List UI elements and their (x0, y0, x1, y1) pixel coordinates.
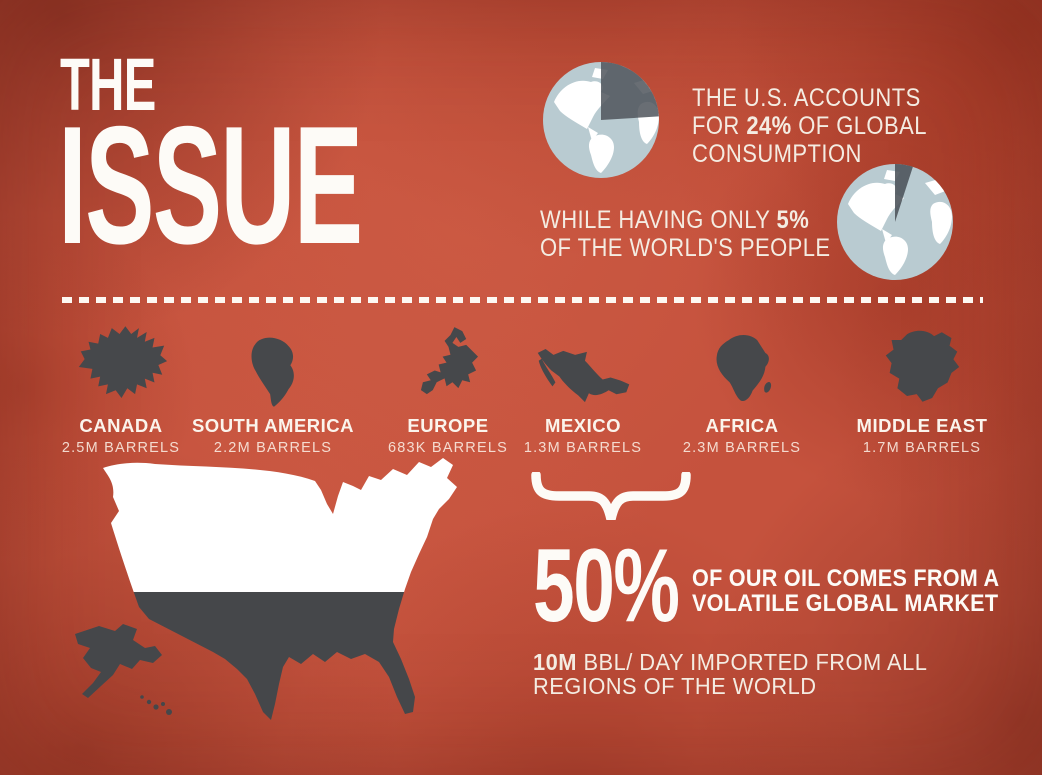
region-value: 683K BARRELS (388, 440, 508, 456)
dashed-divider (62, 297, 983, 303)
population-fact: WHILE HAVING ONLY 5% OF THE WORLD'S PEOP… (540, 206, 831, 262)
population-fact-line2: OF THE WORLD'S PEOPLE (540, 234, 831, 262)
alaska (75, 624, 162, 698)
region-south-america: SOUTH AMERICA 2.2M BARRELS (185, 318, 361, 456)
consumption-fact-line1: THE U.S. ACCOUNTS (692, 84, 921, 112)
consumption-fact-24pct: 24% (746, 112, 792, 140)
subtext-line1-rest: BBL/ DAY IMPORTED FROM ALL (576, 649, 928, 675)
europe-iconbox (417, 318, 480, 408)
region-value: 2.5M BARRELS (61, 440, 181, 456)
globe-pie-population-icon (837, 163, 953, 280)
main-stat-subtext: 10M BBL/ DAY IMPORTED FROM ALL REGIONS O… (533, 650, 927, 698)
mexico-silhouette-icon (537, 348, 630, 403)
consumption-fact: THE U.S. ACCOUNTS FOR 24% OF GLOBAL CONS… (692, 84, 927, 168)
subtext-line2: REGIONS OF THE WORLD (533, 673, 817, 700)
pie-wedge-24pct (601, 62, 659, 120)
hawaii (140, 695, 172, 715)
middle-east-iconbox (880, 318, 965, 408)
south-america-silhouette-icon (251, 337, 294, 407)
region-value: 2.2M BARRELS (213, 440, 333, 456)
curly-bracket-icon (531, 472, 691, 521)
region-europe: EUROPE 683K BARRELS (360, 318, 536, 456)
headline-line1: OF OUR OIL COMES FROM A (692, 565, 1000, 592)
region-value: 1.3M BARRELS (523, 440, 643, 456)
bracket-path (531, 472, 691, 521)
consumption-fact-line2-post: OF GLOBAL (791, 112, 927, 140)
region-africa: AFRICA 2.3M BARRELS (654, 318, 830, 456)
globe-landmasses (848, 170, 952, 275)
region-name: AFRICA (705, 415, 779, 436)
region-middle-east: MIDDLE EAST 1.7M BARRELS (834, 318, 1010, 456)
population-fact-line1-pre: WHILE HAVING ONLY (540, 206, 777, 234)
region-name: MIDDLE EAST (856, 415, 988, 436)
consumption-fact-line2-pre: FOR (692, 112, 747, 140)
africa-iconbox (706, 318, 779, 408)
main-stat-percent: 50% (533, 528, 680, 644)
south-america-iconbox (246, 318, 300, 408)
region-name: EUROPE (407, 415, 489, 436)
africa-silhouette-icon (716, 335, 771, 402)
mexico-iconbox (533, 318, 633, 408)
globe-pie-consumption-icon (543, 62, 659, 178)
population-fact-5pct: 5% (776, 206, 810, 234)
region-name: MEXICO (545, 415, 621, 436)
subtext-10m: 10M (533, 649, 577, 675)
region-name: SOUTH AMERICA (191, 415, 355, 436)
europe-silhouette-icon (420, 327, 478, 395)
headline-line2: VOLATILE GLOBAL MARKET (692, 590, 999, 618)
pie-wedge-5pct (895, 163, 913, 222)
page-title-line1: THE (60, 43, 156, 126)
us-map-icon (75, 458, 457, 720)
region-value: 2.3M BARRELS (682, 440, 802, 456)
main-stat-headline: OF OUR OIL COMES FROM A VOLATILE GLOBAL … (692, 565, 1000, 618)
region-name: CANADA (79, 415, 163, 436)
region-mexico: MEXICO 1.3M BARRELS (495, 318, 671, 456)
us-mainland (103, 458, 457, 720)
consumption-fact-line3: CONSUMPTION (692, 140, 862, 168)
page-title-line2: ISSUE (58, 91, 363, 279)
subtext-line1: 10M BBL/ DAY IMPORTED FROM ALL (533, 650, 927, 674)
canada-silhouette-icon (78, 326, 167, 398)
canada-iconbox (73, 318, 170, 408)
region-canada: CANADA 2.5M BARRELS (33, 318, 209, 456)
region-value: 1.7M BARRELS (862, 440, 982, 456)
middle-east-silhouette-icon (885, 330, 959, 402)
